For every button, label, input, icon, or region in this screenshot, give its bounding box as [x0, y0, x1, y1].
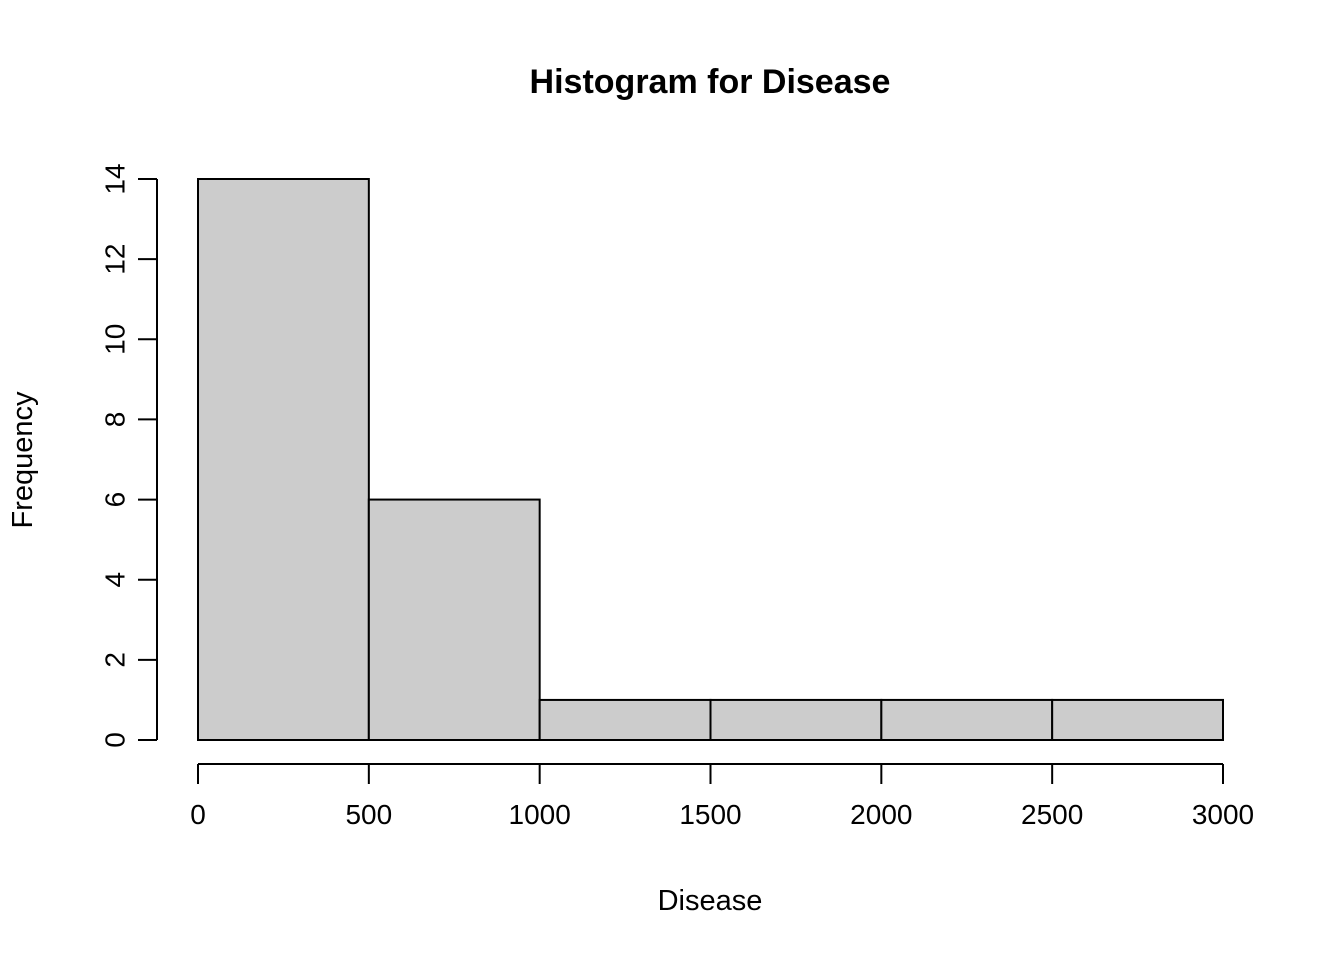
x-tick-label: 1000: [509, 799, 571, 830]
y-axis-title: Frequency: [7, 391, 39, 529]
x-tick-label: 3000: [1192, 799, 1254, 830]
histogram-bar: [880, 698, 1054, 742]
histogram-bar: [197, 178, 370, 741]
histogram-bar: [538, 698, 712, 742]
x-tick-label: 0: [190, 799, 206, 830]
y-axis: 0 2 4 6 8 10 12 14: [100, 163, 158, 748]
y-tick-label: 14: [100, 163, 131, 194]
x-axis: 0 500 1000 1500 2000 2500 3000: [190, 763, 1254, 830]
chart-title: Histogram for Disease: [530, 63, 891, 101]
histogram-bar: [367, 498, 541, 742]
y-tick-label: 2: [100, 652, 131, 668]
x-axis-title: Disease: [658, 885, 763, 917]
y-tick-label: 4: [100, 572, 131, 588]
histogram-bar: [709, 698, 883, 742]
y-tick-label: 10: [100, 324, 131, 355]
histogram-bar: [1051, 698, 1224, 742]
x-tick-label: 500: [345, 799, 392, 830]
y-tick-label: 8: [100, 412, 131, 428]
x-tick-label: 1500: [679, 799, 741, 830]
y-tick-label: 0: [100, 732, 131, 748]
y-tick-label: 6: [100, 492, 131, 508]
x-tick-label: 2500: [1021, 799, 1083, 830]
x-tick-label: 2000: [850, 799, 912, 830]
y-tick-label: 12: [100, 244, 131, 275]
bars-layer: [197, 178, 1224, 742]
